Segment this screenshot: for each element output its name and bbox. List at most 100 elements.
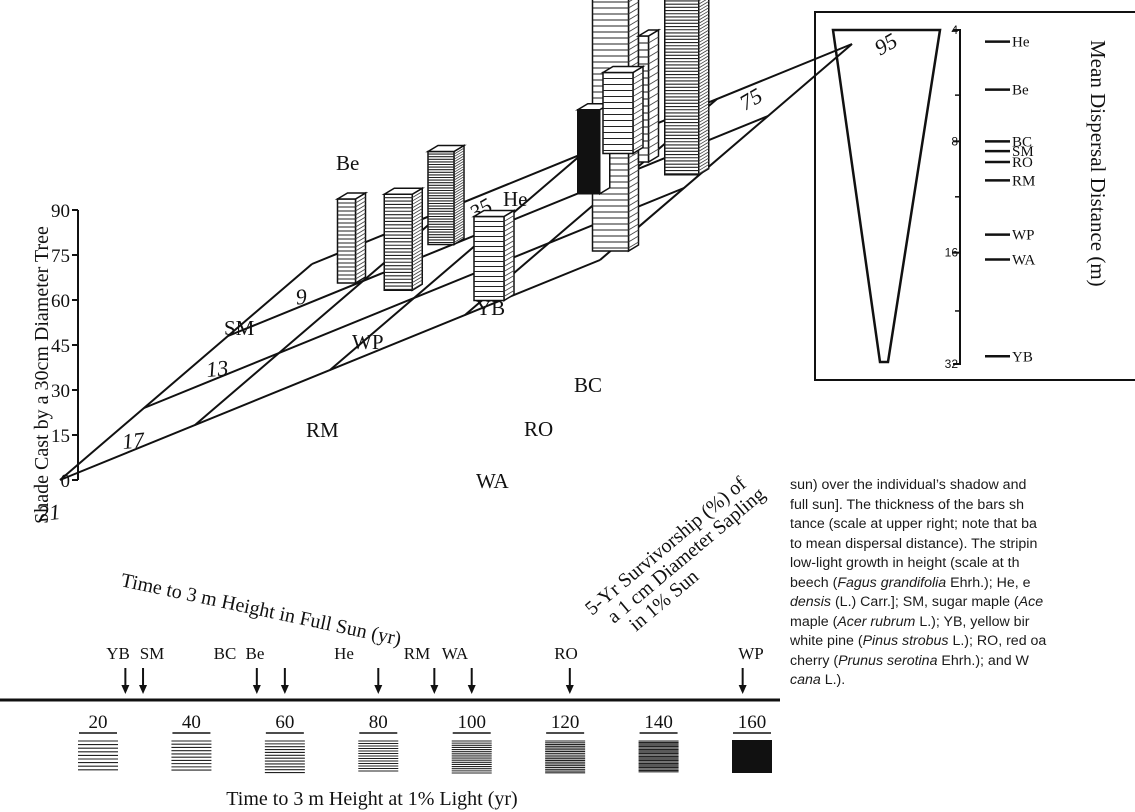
bar-stripe: [628, 211, 639, 219]
bar-stripe: [698, 106, 709, 114]
bar-stripe: [698, 68, 709, 75]
bar-stripe: [355, 252, 366, 260]
bar-stripe: [628, 151, 639, 159]
x-tick-label: 9: [294, 284, 308, 310]
bar-stripe: [698, 90, 709, 98]
bar-top-face: [600, 65, 646, 74]
legend-species-label: RO: [554, 644, 578, 663]
legend-swatch-80: [358, 740, 399, 772]
bar-stripe: [632, 132, 644, 139]
bar-stripe: [412, 201, 423, 209]
bar-stripe: [698, 151, 709, 159]
bar-stripe: [648, 85, 659, 93]
bar-stripe: [698, 148, 709, 155]
y-axis-title-line: a 1 cm Diameter Sapling: [603, 483, 769, 628]
bar-front-face: [473, 215, 505, 302]
bar-stripe: [648, 120, 659, 128]
bar-stripe: [412, 191, 423, 198]
bar-stripe: [412, 252, 423, 260]
bar-stripe: [412, 269, 423, 277]
caption-species-italic: densis: [790, 594, 832, 610]
bar-stripe: [648, 71, 659, 79]
bar-stripe: [412, 232, 423, 239]
bar-stripe: [698, 161, 709, 168]
bar-stripe: [503, 225, 515, 232]
legend-tick-label: 100: [457, 712, 486, 733]
bar-stripe: [632, 102, 644, 109]
z-tick-label: 60: [51, 291, 70, 312]
bar-stripe: [503, 230, 515, 237]
bar-stripe: [453, 189, 465, 197]
bar-stripe: [453, 171, 465, 178]
bar-stripe: [648, 99, 659, 107]
grid-line-y-15: [59, 263, 313, 481]
bar-stripe: [453, 223, 465, 230]
bar-stripe: [698, 84, 709, 91]
bar-stripe: [628, 37, 639, 45]
bar-top-face: [471, 209, 517, 218]
bar-stripe: [628, 175, 639, 183]
dispersal-wedge: [831, 28, 942, 364]
bar-stripe: [698, 97, 709, 104]
bar-stripe: [628, 181, 639, 189]
bar-label-WA: WA: [476, 469, 509, 493]
bar-stripe: [698, 49, 709, 56]
legend-species-label: He: [334, 644, 354, 663]
bar-stripe: [503, 250, 515, 257]
legend-swatch-160: [732, 740, 772, 773]
legend-arrow-head: [374, 685, 383, 694]
bar-stripe: [355, 244, 366, 252]
bar-label-WP: WP: [352, 330, 384, 354]
bar-stripe: [355, 220, 366, 228]
bar-stripe: [355, 212, 366, 220]
bar-stripe: [453, 202, 465, 210]
bar-stripe: [648, 36, 659, 44]
bar-SM: [471, 209, 517, 302]
grid-line-y-55: [329, 153, 583, 371]
bar-WA: [334, 191, 369, 285]
bar-stripe: [698, 36, 709, 43]
bar-stripe: [503, 260, 515, 267]
bar-stripe: [698, 20, 709, 27]
bar-stripe: [412, 259, 423, 266]
scale-frame: [814, 11, 1135, 381]
bar-He: [664, 0, 710, 177]
bar-stripe: [698, 93, 709, 101]
bar-stripe: [503, 275, 515, 282]
bar-stripe: [503, 235, 515, 242]
y-tick-label: 95: [870, 28, 902, 61]
bar-stripe: [453, 197, 465, 204]
scale-species-label: SM: [1012, 144, 1034, 160]
bar-stripe: [632, 108, 644, 115]
caption-line: densis (L.) Carr.]; SM, sugar maple (Ace: [790, 594, 1044, 610]
bar-stripe: [648, 64, 659, 72]
legend-species-label: YB: [106, 644, 130, 663]
bar-stripe: [355, 196, 366, 204]
bar-stripe: [453, 225, 465, 233]
bar-stripe: [698, 7, 709, 15]
bar-stripe: [698, 4, 709, 11]
bar-stripe: [453, 165, 465, 173]
scale-species-label: WA: [1012, 253, 1035, 269]
grid-line-y-95: [599, 43, 853, 261]
bar-stripe: [412, 228, 423, 236]
bar-stripe: [453, 184, 465, 191]
legend-tick-label: 40: [182, 712, 201, 733]
bar-stripe: [628, 241, 639, 249]
bar-stripe: [628, 25, 639, 33]
bar-stripe: [355, 208, 366, 216]
bar-stripe: [453, 147, 465, 155]
legend-arrow-head: [139, 685, 148, 694]
bar-stripe: [453, 158, 465, 165]
scale-species-label: RO: [1012, 155, 1033, 171]
bar-stripe: [453, 230, 465, 238]
legend-tick-label: 160: [738, 712, 767, 733]
bar-stripe: [698, 29, 709, 37]
z-tick-label: 45: [51, 336, 70, 357]
bar-stripe: [628, 193, 639, 201]
bar-label-Be: Be: [336, 151, 359, 175]
bar-stripe: [698, 52, 709, 59]
bar-stripe: [453, 150, 465, 158]
bar-stripe: [628, 235, 639, 243]
